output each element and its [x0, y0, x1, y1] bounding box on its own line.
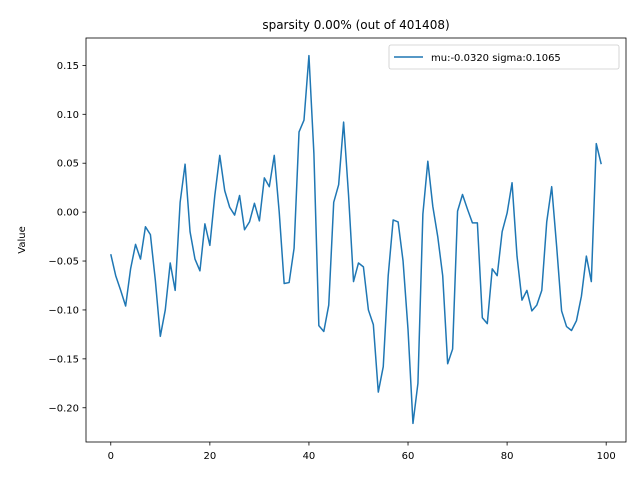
series-layer	[110, 54, 602, 425]
y-tick-label: −0.15	[48, 354, 79, 365]
y-tick-label: 0.05	[57, 159, 79, 170]
y-tick-label: −0.10	[48, 305, 79, 316]
y-axis-label: Value	[17, 226, 28, 253]
y-tick-label: 0.15	[57, 61, 79, 72]
plot-frame	[85, 37, 627, 443]
y-axis: −0.20 −0.15 −0.10 −0.05 0.00 0.05 0.10 0.15	[48, 61, 86, 414]
x-tick-label: 80	[501, 451, 514, 462]
legend: mu:-0.0320 sigma:0.1065	[388, 44, 620, 70]
y-tick-label: 0.00	[57, 208, 79, 219]
legend-label: mu:-0.0320 sigma:0.1065	[431, 53, 561, 64]
y-tick-label: −0.05	[48, 257, 79, 268]
x-tick-label: 40	[303, 451, 316, 462]
chart-title: sparsity 0.00% (out of 401408)	[262, 18, 449, 32]
x-tick-label: 100	[597, 451, 616, 462]
series-line-0	[110, 54, 602, 425]
y-tick-label: 0.10	[57, 110, 79, 121]
x-tick-label: 20	[203, 451, 216, 462]
y-tick-label: −0.20	[48, 403, 79, 414]
legend-box	[388, 44, 620, 70]
x-tick-label: 60	[402, 451, 415, 462]
x-tick-label: 0	[108, 451, 114, 462]
x-axis: 0 20 40 60 80 100	[108, 442, 616, 462]
